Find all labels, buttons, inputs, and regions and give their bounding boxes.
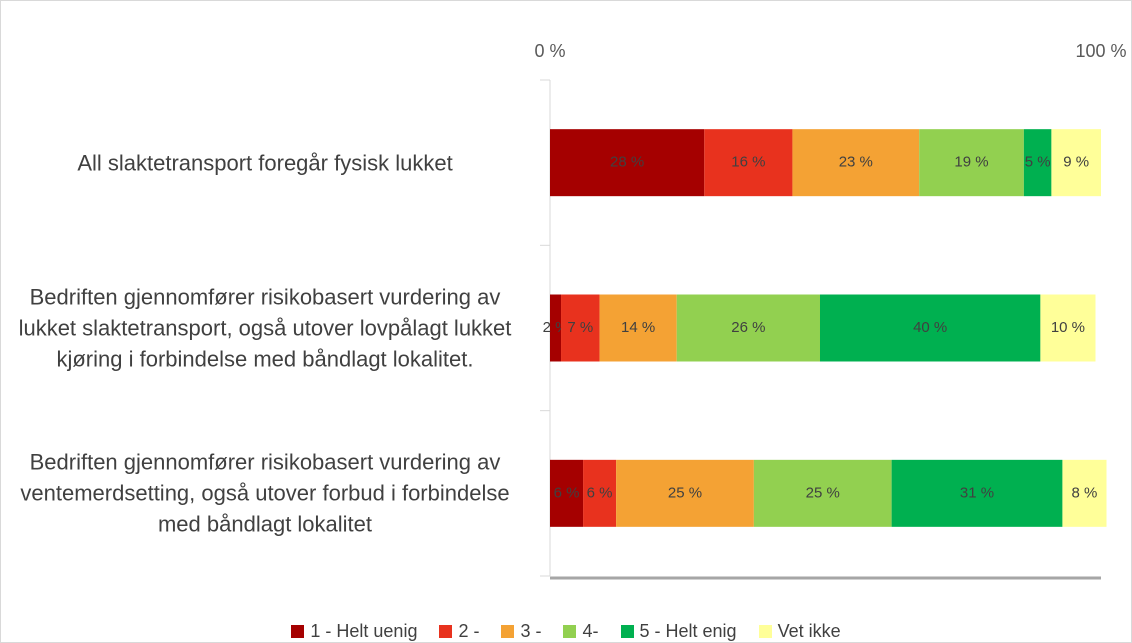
legend: 1 - Helt uenig 2 - 3 - 4- 5 - Helt enig Vet i… — [0, 621, 1132, 642]
value-label: 23 % — [839, 154, 873, 171]
value-label: 8 % — [1072, 484, 1098, 501]
bar-segment — [583, 459, 617, 527]
bar-segment — [792, 129, 920, 197]
bar-segment — [550, 129, 705, 197]
value-label: 9 % — [1063, 154, 1089, 171]
value-label: 31 % — [960, 484, 994, 501]
legend-label: 5 - Helt enig — [639, 621, 737, 641]
bar-segment — [819, 294, 1041, 362]
value-label: 16 % — [731, 154, 765, 171]
bar-segment — [919, 129, 1024, 197]
value-label: 25 % — [668, 484, 702, 501]
bar-segment — [676, 294, 820, 362]
value-label: 6 % — [554, 484, 580, 501]
legend-swatch — [501, 625, 515, 638]
legend-label: 4- — [582, 621, 599, 641]
value-label: 28 % — [610, 154, 644, 171]
legend-swatch — [291, 625, 305, 638]
legend-swatch — [439, 625, 453, 638]
legend-label: 1 - Helt uenig — [310, 621, 418, 641]
value-label: 14 % — [621, 319, 655, 336]
bar-segment — [550, 294, 562, 362]
value-label: 26 % — [731, 319, 765, 336]
x-tick-label: 100 % — [1075, 41, 1126, 61]
legend-item: 4- — [563, 621, 599, 642]
bar-segment — [616, 459, 754, 527]
bar-segment — [1062, 459, 1107, 527]
category-label: Bedriften gjennomfører risikobasert vurd… — [18, 284, 512, 372]
legend-swatch — [563, 625, 577, 638]
bar-segment — [891, 459, 1063, 527]
category-label: Bedriften gjennomfører risikobasert vurd… — [20, 449, 510, 537]
bar-segment — [1051, 129, 1101, 197]
value-label: 6 % — [587, 484, 613, 501]
bar-segment — [550, 459, 584, 527]
value-label: 5 % — [1025, 154, 1051, 171]
legend-label: 2 - — [458, 621, 480, 641]
value-label: 10 % — [1051, 319, 1085, 336]
legend-swatch — [620, 625, 634, 638]
bar-segment — [599, 294, 677, 362]
legend-label: Vet ikke — [777, 621, 841, 641]
bar-segment — [704, 129, 793, 197]
bar-segment — [561, 294, 600, 362]
x-tick-label: 0 % — [534, 41, 565, 61]
legend-item: 2 - — [439, 621, 479, 642]
legend-label: 3 - — [520, 621, 542, 641]
legend-item: 3 - — [501, 621, 541, 642]
category-label: All slaktetransport foregår fysisk lukke… — [77, 150, 453, 176]
value-label: 7 % — [567, 319, 593, 336]
bar-segment — [753, 459, 892, 527]
legend-item: 5 - Helt enig — [620, 621, 737, 642]
legend-item: Vet ikke — [758, 621, 841, 642]
legend-item: 1 - Helt uenig — [291, 621, 417, 642]
value-label: 19 % — [954, 154, 988, 171]
bar-segment — [1023, 129, 1052, 197]
value-label: 25 % — [806, 484, 840, 501]
value-label: 40 % — [913, 319, 947, 336]
bar-segment — [1040, 294, 1096, 362]
legend-swatch — [758, 625, 772, 638]
